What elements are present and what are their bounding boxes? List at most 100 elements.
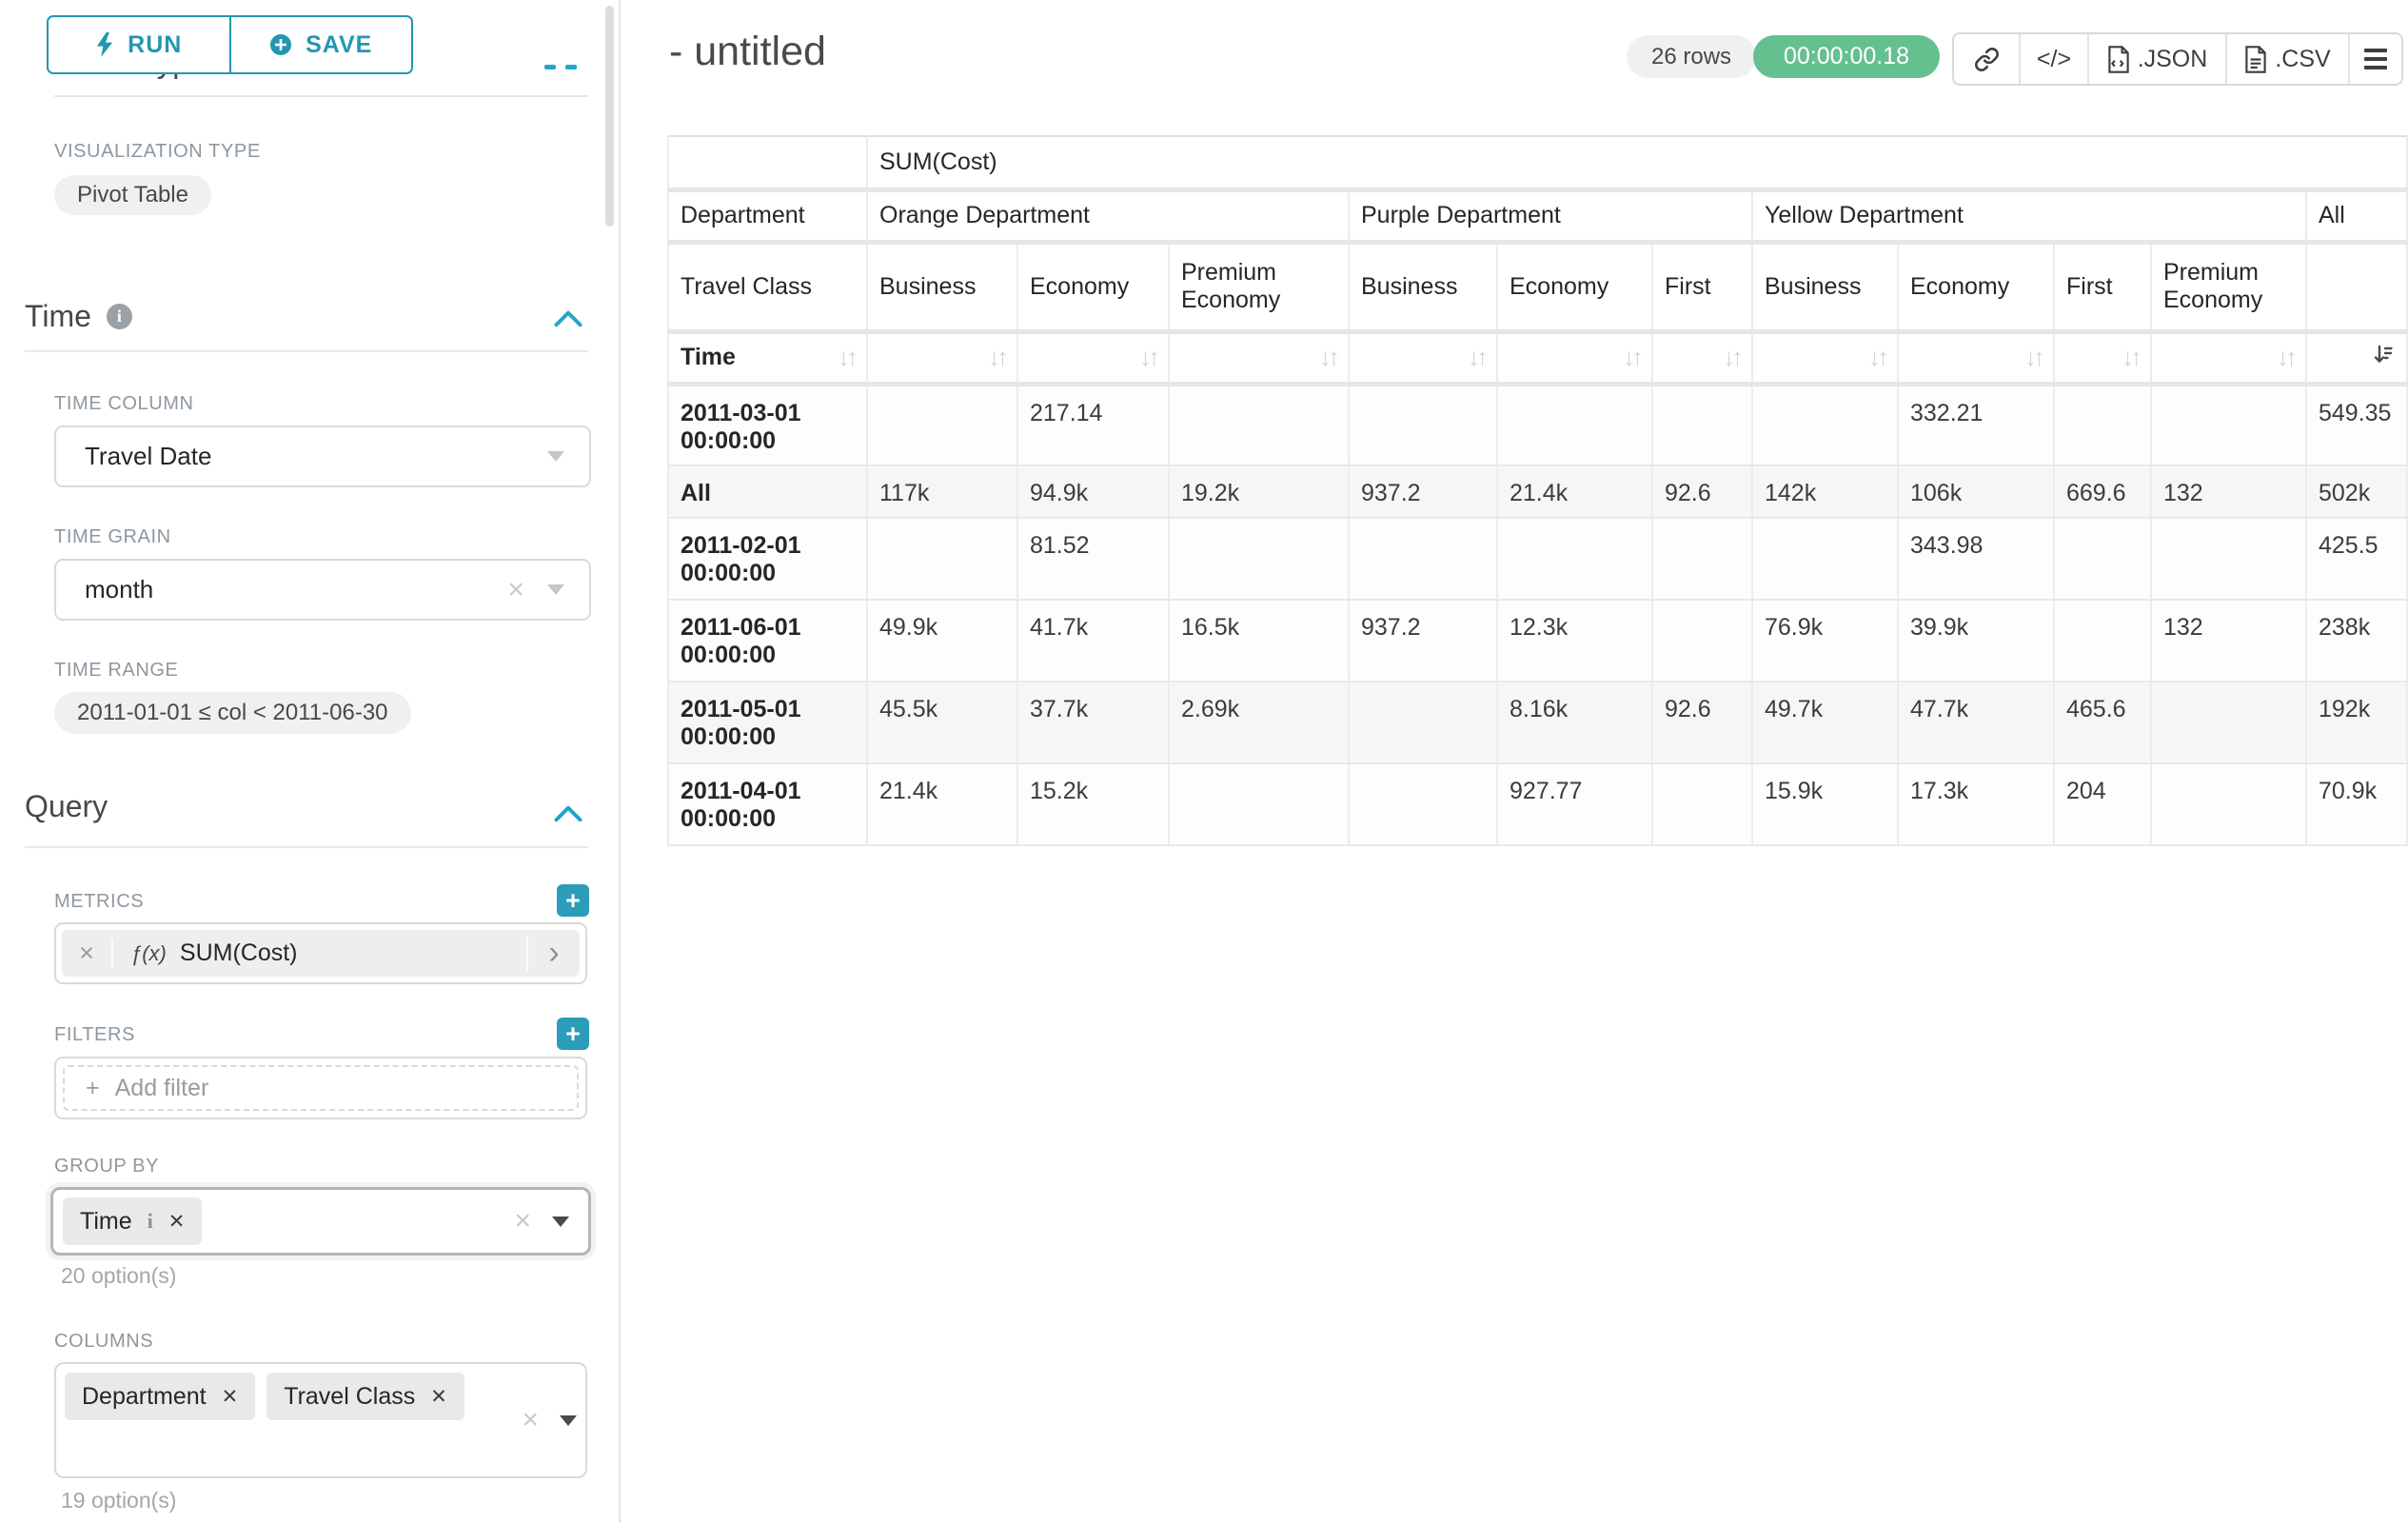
export-csv-button[interactable]: .CSV xyxy=(2225,34,2348,84)
selected-value-chip[interactable]: Travel Class ✕ xyxy=(266,1373,464,1420)
export-json-button[interactable]: .JSON xyxy=(2087,34,2225,84)
sort-toggle-icon[interactable]: ↓↑ xyxy=(838,343,855,372)
metric-pill[interactable]: × ƒ(x) SUM(Cost) › xyxy=(62,930,580,977)
value-cell: 332.21 xyxy=(1898,384,2054,465)
filters-control: + Add filter xyxy=(54,1057,587,1119)
sort-toggle-icon[interactable]: ↓↑ xyxy=(2277,343,2294,371)
column-sort-cell[interactable]: ↓↑ xyxy=(1652,331,1752,384)
time-grain-label: TIME GRAIN xyxy=(54,526,171,548)
selected-value-chip[interactable]: Department✕ xyxy=(65,1373,255,1420)
section-divider xyxy=(25,846,588,848)
sort-toggle-icon[interactable]: ↓↑ xyxy=(988,343,1005,371)
value-cell xyxy=(1652,600,1752,682)
column-sort-cell[interactable] xyxy=(2306,331,2407,384)
value-cell: 117k xyxy=(867,465,1017,518)
expand-metric-icon[interactable]: › xyxy=(526,935,580,972)
value-cell xyxy=(1652,384,1752,465)
time-range-pill[interactable]: 2011-01-01 ≤ col < 2011-06-30 xyxy=(54,692,411,734)
value-cell: 21.4k xyxy=(867,763,1017,845)
columns-select[interactable]: Department✕ Travel Class ✕ × xyxy=(54,1362,587,1478)
remove-chip-icon[interactable]: ✕ xyxy=(168,1210,186,1234)
time-column-select[interactable]: Travel Date xyxy=(54,425,591,487)
pivot-corner-cell xyxy=(668,136,867,189)
time-section-header[interactable]: Time i xyxy=(25,299,132,334)
remove-chip-icon[interactable]: ✕ xyxy=(430,1385,447,1409)
value-cell: 49.7k xyxy=(1752,682,1898,763)
value-cell xyxy=(2054,600,2151,682)
sort-toggle-icon[interactable]: ↓↑ xyxy=(2122,343,2139,371)
value-cell xyxy=(1349,384,1497,465)
pivot-data-row: 2011-05-0100:00:0045.5k37.7k2.69k8.16k92… xyxy=(668,682,2407,763)
add-filter-button[interactable]: + Add filter xyxy=(63,1065,579,1111)
time-grain-select[interactable]: month × xyxy=(54,559,591,621)
column-sort-cell[interactable]: ↓↑ xyxy=(1497,331,1652,384)
add-filter-label: Add filter xyxy=(115,1075,209,1102)
hamburger-menu-icon xyxy=(2364,49,2387,69)
remove-metric-icon[interactable]: × xyxy=(62,939,113,968)
chip-label: Travel Class xyxy=(284,1383,415,1411)
clear-icon[interactable]: × xyxy=(514,1207,531,1236)
collapse-chevron-icon[interactable] xyxy=(554,310,582,327)
sort-row-header[interactable]: Time↓↑ xyxy=(668,331,867,384)
pivot-data-row: 2011-06-0100:00:0049.9k41.7k16.5k937.212… xyxy=(668,600,2407,682)
row-label-cell: 2011-06-0100:00:00 xyxy=(668,600,867,682)
query-section-header[interactable]: Query xyxy=(25,789,108,824)
column-sort-cell[interactable]: ↓↑ xyxy=(867,331,1017,384)
clear-icon[interactable]: × xyxy=(507,576,524,604)
viz-type-pill[interactable]: Pivot Table xyxy=(54,175,211,215)
sort-toggle-icon[interactable]: ↓↑ xyxy=(1723,343,1740,371)
row-count-badge: 26 rows xyxy=(1627,35,1756,78)
value-cell: 132 xyxy=(2151,600,2306,682)
leaf-column-header: First xyxy=(1652,242,1752,331)
sort-toggle-icon[interactable]: ↓↑ xyxy=(1868,343,1885,371)
run-button[interactable]: RUN xyxy=(49,17,229,72)
sort-toggle-icon[interactable]: ↓↑ xyxy=(1319,343,1336,371)
value-cell xyxy=(2054,384,2151,465)
collapse-chevron-icon[interactable] xyxy=(554,805,582,822)
remove-chip-icon[interactable]: ✕ xyxy=(222,1385,239,1409)
row-label-cell: 2011-05-0100:00:00 xyxy=(668,682,867,763)
column-sort-cell[interactable]: ↓↑ xyxy=(2054,331,2151,384)
share-link-button[interactable] xyxy=(1954,34,2019,84)
value-cell: 937.2 xyxy=(1349,600,1497,682)
value-cell: 19.2k xyxy=(1169,465,1349,518)
column-sort-cell[interactable]: ↓↑ xyxy=(1752,331,1898,384)
more-options-button[interactable] xyxy=(2348,34,2401,84)
value-cell: 204 xyxy=(2054,763,2151,845)
columns-label: COLUMNS xyxy=(54,1331,153,1353)
panel-divider xyxy=(619,0,621,1523)
column-sort-cell[interactable]: ↓↑ xyxy=(1349,331,1497,384)
sort-toggle-icon[interactable]: ↓↑ xyxy=(1468,343,1485,371)
selected-value-chip[interactable]: Timei✕ xyxy=(63,1197,202,1245)
plus-circle-icon xyxy=(269,33,292,56)
sort-toggle-icon[interactable]: ↓↑ xyxy=(2024,343,2042,371)
viz-type-value: Pivot Table xyxy=(77,182,188,208)
chart-title[interactable]: - untitled xyxy=(669,29,826,75)
add-filter-plus-button[interactable]: + xyxy=(557,1018,589,1050)
column-sort-cell[interactable]: ↓↑ xyxy=(2151,331,2306,384)
row-label-cell: 2011-02-0100:00:00 xyxy=(668,518,867,600)
chevron-down-icon xyxy=(547,584,564,595)
sidebar-scrollbar[interactable] xyxy=(605,6,614,227)
leaf-column-header: Business xyxy=(867,242,1017,331)
json-file-icon xyxy=(2107,46,2130,73)
group-by-select[interactable]: Timei✕ × xyxy=(50,1187,591,1256)
value-cell: 142k xyxy=(1752,465,1898,518)
group-by-options-note: 20 option(s) xyxy=(61,1263,176,1289)
column-sort-cell[interactable]: ↓↑ xyxy=(1169,331,1349,384)
clear-icon[interactable]: × xyxy=(522,1406,539,1434)
sort-descending-active-icon[interactable] xyxy=(2373,344,2395,366)
sort-toggle-icon[interactable]: ↓↑ xyxy=(1139,343,1156,371)
value-cell: 217.14 xyxy=(1017,384,1169,465)
link-icon xyxy=(1974,47,2000,72)
column-sort-cell[interactable]: ↓↑ xyxy=(1898,331,2054,384)
value-cell: 192k xyxy=(2306,682,2407,763)
info-icon[interactable]: i xyxy=(107,304,132,329)
add-metric-button[interactable]: + xyxy=(557,884,589,917)
column-sort-cell[interactable]: ↓↑ xyxy=(1017,331,1169,384)
save-button[interactable]: SAVE xyxy=(229,17,412,72)
pivot-data-row: All117k94.9k19.2k937.221.4k92.6142k106k6… xyxy=(668,465,2407,518)
view-query-button[interactable]: </> xyxy=(2019,34,2087,84)
sort-toggle-icon[interactable]: ↓↑ xyxy=(1623,343,1640,371)
value-cell: 8.16k xyxy=(1497,682,1652,763)
